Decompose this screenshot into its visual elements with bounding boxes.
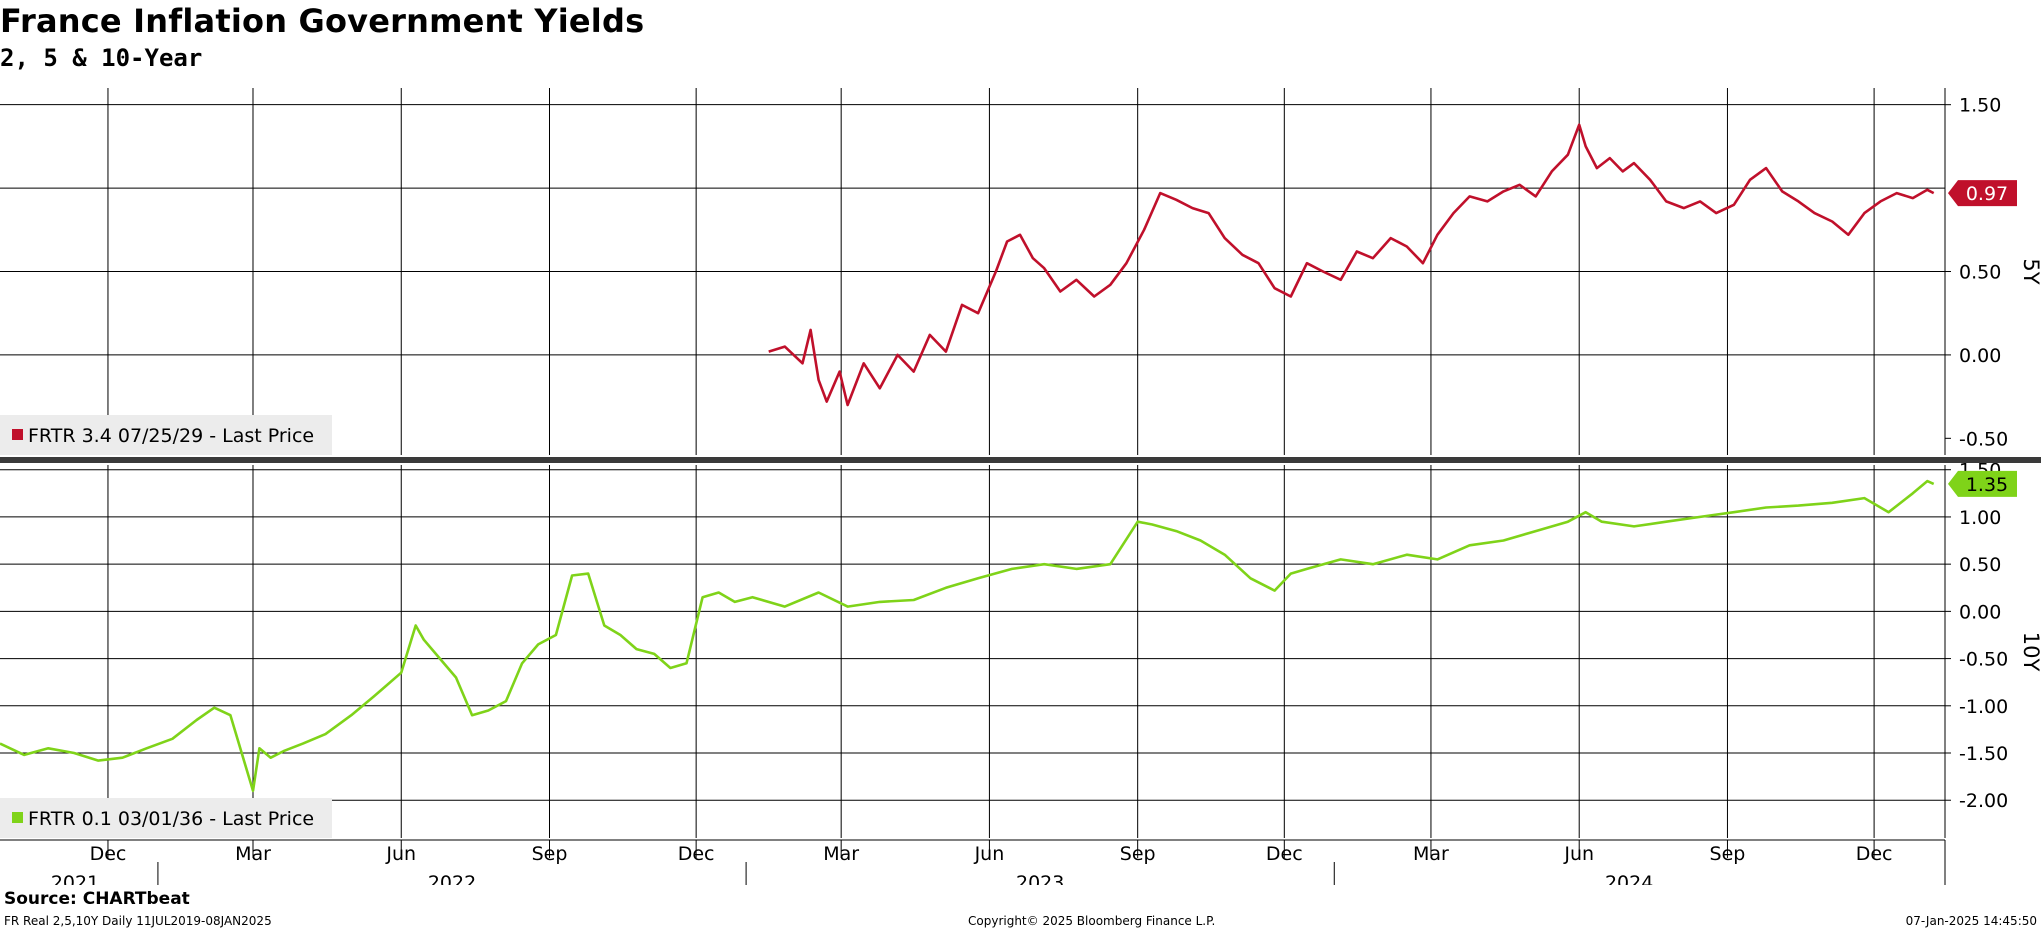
y-tick-label: 0.50: [1959, 262, 2001, 284]
panel-divider: [0, 457, 2041, 463]
y-axis-title: 10Y: [2019, 632, 2041, 672]
series-line-10y: [0, 479, 1935, 793]
y-tick-label: -1.50: [1959, 743, 2008, 765]
series-line-5y: [768, 123, 1935, 407]
chart-subtitle: 2, 5 & 10-Year: [0, 44, 203, 72]
x-tick-label: Sep: [1120, 843, 1156, 865]
legend-box-5y: [0, 415, 332, 455]
footer-ticker: FR Real 2,5,10Y Daily 11JUL2019-08JAN202…: [4, 914, 272, 928]
y-tick-label: 1.00: [1959, 507, 2001, 529]
legend-label-10y: FRTR 0.1 03/01/36 - Last Price: [28, 808, 314, 830]
y-tick-label: -0.50: [1959, 428, 2008, 450]
last-price-value-10y: 1.35: [1966, 474, 2008, 496]
x-tick-label: Sep: [1710, 843, 1746, 865]
x-tick-label: Jun: [385, 843, 416, 865]
x-tick-label: Dec: [1856, 843, 1893, 865]
legend-swatch-5y: [12, 429, 23, 440]
x-tick-label: Dec: [90, 843, 127, 865]
x-tick-label: Dec: [1266, 843, 1303, 865]
x-tick-label: Mar: [1413, 843, 1449, 865]
footer-timestamp: 07-Jan-2025 14:45:50: [1905, 914, 2037, 928]
last-price-badge-5y: [1948, 180, 2017, 207]
y-tick-label: -0.50: [1959, 649, 2008, 671]
x-tick-label: Dec: [678, 843, 715, 865]
x-tick-label: Sep: [532, 843, 568, 865]
y-tick-label: -1.00: [1959, 696, 2008, 718]
y-tick-label: 0.00: [1959, 601, 2001, 623]
last-price-value-5y: 0.97: [1966, 183, 2008, 205]
source-label: Source: CHARTbeat: [4, 889, 190, 909]
x-tick-label: Mar: [235, 843, 271, 865]
x-tick-label: Mar: [823, 843, 859, 865]
y-axis-title: 5Y: [2019, 258, 2041, 284]
last-price-badge-10y: [1948, 470, 2017, 497]
x-year-label: 2023: [1016, 872, 1064, 885]
legend-swatch-10y: [12, 812, 23, 823]
x-tick-label: Jun: [974, 843, 1005, 865]
y-tick-label: -2.00: [1959, 790, 2008, 812]
x-year-label: 2022: [428, 872, 476, 885]
x-tick-label: Jun: [1563, 843, 1594, 865]
chart-area: 1.50 0.50 0.00 -0.50 5Y 0.97 FRTR 3.4 07/25/29…: [0, 88, 2041, 885]
y-tick-label: 1.50: [1959, 95, 2001, 117]
footer-copyright: Copyright© 2025 Bloomberg Finance L.P.: [968, 914, 1216, 928]
legend-label-5y: FRTR 3.4 07/25/29 - Last Price: [28, 425, 314, 447]
chart-title: France Inflation Government Yields: [0, 2, 645, 40]
x-year-label: 2024: [1605, 872, 1653, 885]
y-tick-label: 0.50: [1959, 554, 2001, 576]
y-tick-label: 0.00: [1959, 345, 2001, 367]
x-year-label: 2021: [51, 872, 99, 885]
legend-box-10y: [0, 798, 332, 838]
